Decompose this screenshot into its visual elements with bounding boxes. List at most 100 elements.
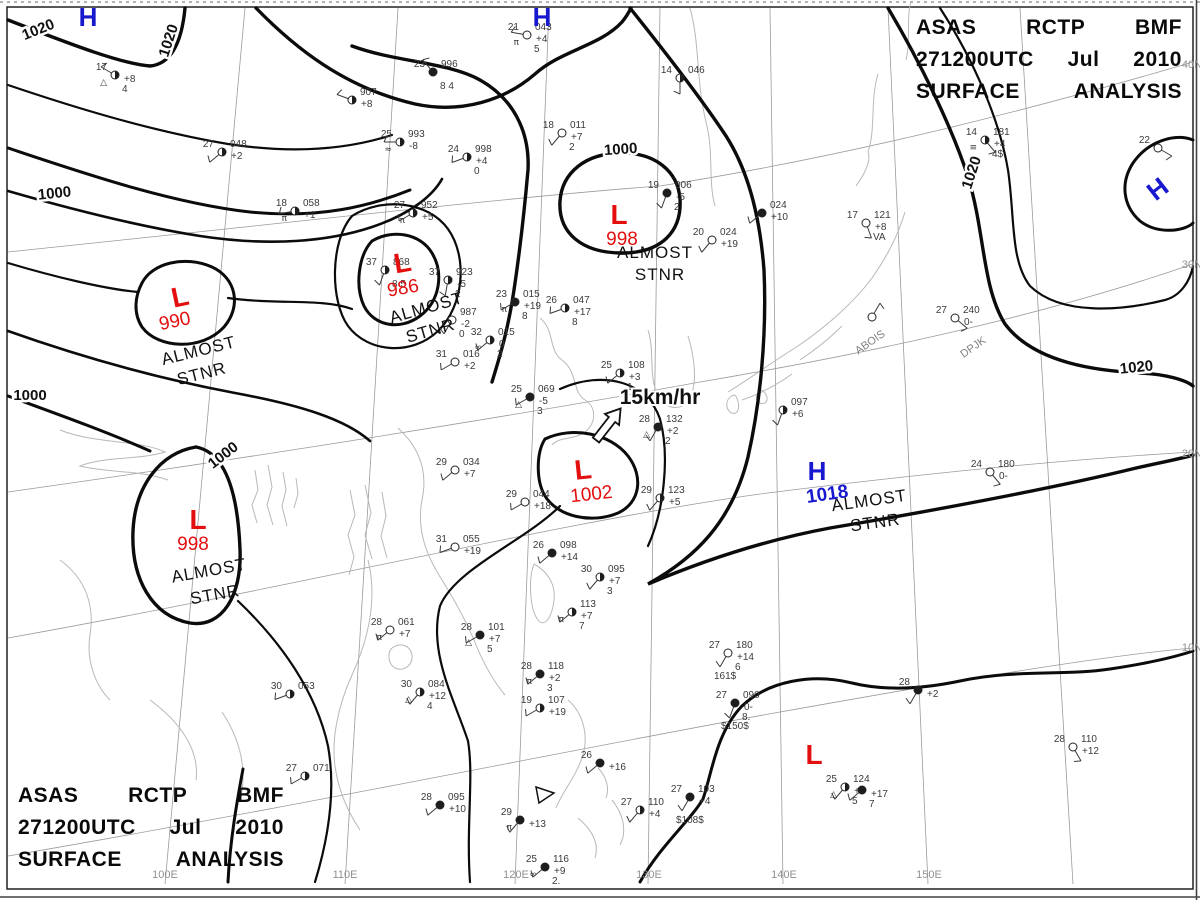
station-tendency: +19 xyxy=(464,546,481,557)
wind-barb xyxy=(626,815,631,823)
wind-barb xyxy=(960,327,968,332)
station-halfcover-icon xyxy=(305,772,309,780)
station-tendency: +7 xyxy=(581,611,593,622)
station-pressure: 110 xyxy=(648,797,664,808)
station-temperature: 28 xyxy=(421,792,433,803)
title-word: RCTP xyxy=(128,784,188,807)
station-pressure: 132 xyxy=(666,414,683,425)
station-tendency: +14 xyxy=(737,652,754,663)
weather-symbol-icon: ≈ xyxy=(384,145,392,155)
station-circle-icon xyxy=(861,218,871,228)
station-pressure: 907 xyxy=(360,87,377,98)
station-pressure: 015 xyxy=(498,327,515,338)
weather-symbol-icon: π xyxy=(377,633,383,643)
station-circle-icon xyxy=(1068,742,1078,752)
pressure-system-low: L xyxy=(610,199,627,230)
station-pressure: 123 xyxy=(668,485,685,496)
station-tendency: +7 xyxy=(399,629,411,640)
station-tendency: +2 xyxy=(231,151,243,162)
station-tendency: +13 xyxy=(529,819,546,830)
wind-barb xyxy=(557,615,561,623)
pressure-system-high: H xyxy=(808,456,827,486)
station-plot: 30 095+73 xyxy=(581,564,625,597)
coastline xyxy=(333,559,373,831)
station-pressure: 097 xyxy=(791,397,808,408)
isobar xyxy=(938,6,1195,310)
station-plot: 024+10 xyxy=(747,200,788,224)
station-tendency: +7 xyxy=(489,634,501,645)
wind-barb xyxy=(500,302,502,311)
station-temperature: 27 xyxy=(286,763,298,774)
title-line: SURFACE ANALYSIS xyxy=(916,80,1182,104)
station-circle-icon xyxy=(435,800,445,810)
station-tendency: +4 xyxy=(994,139,1006,150)
isobar-value-label: 1000 xyxy=(37,183,72,203)
station-extra: 2 xyxy=(674,202,680,213)
station-tendency: +6 xyxy=(792,409,804,420)
station-circle-icon xyxy=(723,648,733,658)
weather-symbol-icon: △ xyxy=(643,430,650,440)
pressure-system-low: L xyxy=(189,504,206,535)
station-temperature: 31 xyxy=(436,534,448,545)
station-tendency: +4 xyxy=(536,34,548,45)
coastline xyxy=(397,427,506,696)
isobar xyxy=(134,259,236,346)
station-extra: 8 5 xyxy=(392,279,406,290)
wind-barb xyxy=(278,206,282,214)
station-pressure: 044 xyxy=(533,489,550,500)
title-word: 2010 xyxy=(235,816,284,839)
station-tendency: +8 xyxy=(124,74,136,85)
station-halfcover-icon xyxy=(352,96,356,104)
station-tendency: 0- xyxy=(744,702,753,713)
station-tendency: -2 xyxy=(461,319,470,330)
station-halfcover-icon xyxy=(385,266,389,274)
station-extra: 2 xyxy=(569,142,575,153)
station-circle-icon xyxy=(450,465,460,475)
station-tendency: +17 xyxy=(871,789,888,800)
coastline xyxy=(689,7,716,207)
station-plot: 28 110+12 xyxy=(1054,734,1099,762)
station-plot: 37 923-52 xyxy=(429,267,473,300)
station-tendency: +7 xyxy=(571,132,583,143)
station-pressure: 998 xyxy=(475,144,492,155)
grid-line xyxy=(514,7,550,885)
isobar xyxy=(236,599,333,884)
coastline xyxy=(347,484,388,576)
station-extra: 0 xyxy=(459,329,465,340)
title-line: ASAS RCTP BMF xyxy=(916,16,1182,40)
station-tendency: +1 xyxy=(304,210,316,221)
weather-symbol-icon: ≡ xyxy=(969,143,977,153)
station-halfcover-icon xyxy=(620,369,624,377)
station-pressure: 121 xyxy=(874,210,891,221)
station-halfcover-icon xyxy=(600,573,604,581)
station-pressure: 110 xyxy=(1081,734,1097,745)
station-tendency: +18 xyxy=(534,501,551,512)
station-plot: 27 952+5 π xyxy=(394,200,438,226)
station-pressure: 061 xyxy=(398,617,415,628)
station-pressure: 058 xyxy=(303,198,320,209)
station-extra: 8 xyxy=(522,311,528,322)
coastline xyxy=(555,699,625,859)
station-pressure: 015 xyxy=(523,289,540,300)
weather-symbol-icon: △ xyxy=(830,790,837,800)
station-temperature: 27 xyxy=(716,690,728,701)
station-pressure: 084 xyxy=(428,679,445,690)
station-circle-icon xyxy=(522,30,532,40)
title-word: RCTP xyxy=(1026,16,1086,39)
station-pressure: 116 xyxy=(553,854,569,865)
grid-line xyxy=(769,7,784,885)
map-frame xyxy=(6,6,1194,890)
station-pressure: 053 xyxy=(298,681,315,692)
station-plot: 20 024+19 xyxy=(693,227,738,253)
coastline xyxy=(530,563,555,624)
station-plot: 28 132+22 △ xyxy=(639,414,683,447)
wind-barb xyxy=(549,306,552,314)
isobar-value-label: 1020 xyxy=(20,16,57,44)
weather-symbol-icon: π xyxy=(514,38,520,48)
station-tendency: +7 xyxy=(609,576,621,587)
wind-barb xyxy=(439,545,442,553)
wind-barb xyxy=(515,397,517,406)
station-tendency: 0 xyxy=(499,339,505,350)
station-pressure: 046 xyxy=(688,65,705,76)
